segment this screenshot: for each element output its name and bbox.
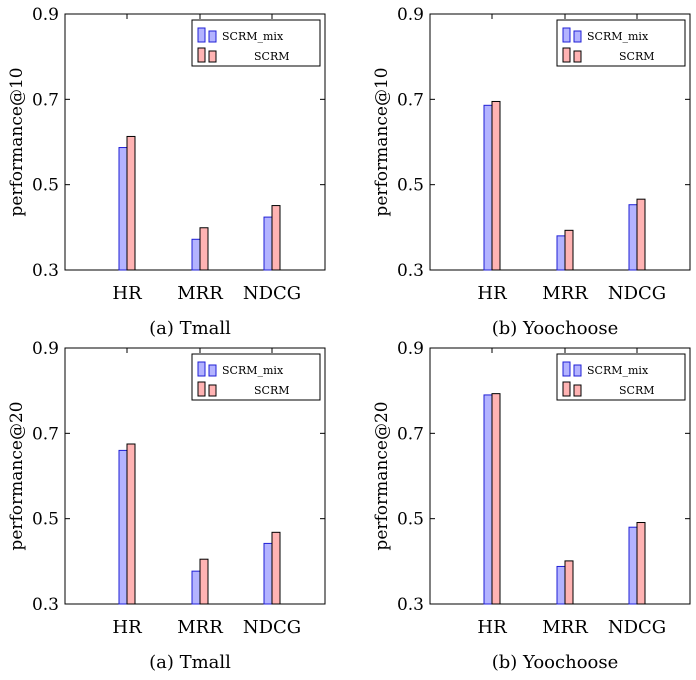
x-category-label: HR	[112, 283, 142, 304]
legend-swatch	[573, 364, 582, 377]
bar-scrm-mix	[263, 542, 273, 605]
legend-swatch	[197, 381, 206, 397]
bar-scrm	[126, 443, 136, 605]
legend-swatch	[197, 361, 206, 377]
y-tick-label: 0.7	[32, 90, 59, 110]
legend-swatch	[208, 364, 217, 377]
legend-label: SCRM	[619, 50, 655, 63]
y-tick-label: 0.7	[32, 424, 59, 444]
legend-label: SCRM_mix	[222, 30, 284, 43]
legend-swatch	[197, 27, 206, 43]
y-tick-label: 0.7	[397, 424, 424, 444]
bar-scrm-mix	[483, 104, 493, 271]
x-category-label: NDCG	[243, 283, 301, 304]
x-category-label: MRR	[542, 617, 588, 638]
y-axis-title: performance@20	[7, 401, 27, 550]
legend-swatch	[562, 381, 571, 397]
legend-swatch	[573, 384, 582, 397]
legend-swatch	[562, 361, 571, 377]
legend-swatch	[573, 50, 582, 63]
bar-scrm-mix	[118, 147, 128, 271]
bar-scrm	[491, 393, 501, 605]
chart-panel-3: 0.3 0.5 0.7 0.9 performance@20 HR MRR NDCG SCRM_…	[7, 339, 326, 673]
y-axis-title: performance@10	[372, 67, 392, 216]
x-category-label: HR	[112, 617, 142, 638]
chart-panel-2: 0.3 0.5 0.7 0.9 performance@10 HR MRR NDCG SCRM_…	[372, 5, 691, 339]
y-axis-title: performance@10	[7, 67, 27, 216]
bar-scrm-mix	[556, 565, 566, 605]
bar-scrm-mix	[263, 216, 273, 271]
y-tick-label: 0.7	[397, 90, 424, 110]
bar-scrm-mix	[191, 570, 201, 605]
y-tick-label: 0.5	[397, 510, 424, 530]
legend-swatch	[197, 47, 206, 63]
legend-label: SCRM_mix	[587, 30, 649, 43]
panel-caption: (b) Yoochoose	[492, 318, 619, 339]
bar-scrm	[564, 229, 574, 271]
legend-swatch	[208, 50, 217, 63]
bar-scrm	[199, 227, 209, 271]
x-category-label: NDCG	[608, 283, 666, 304]
bar-scrm-mix	[628, 526, 638, 605]
legend-label: SCRM	[254, 384, 290, 397]
bar-scrm-mix	[483, 394, 493, 605]
bar-scrm-mix	[191, 238, 201, 271]
bar-scrm	[636, 198, 646, 271]
chart-panel-1: 0.3 0.5 0.7 0.9 performance@10 HR MRR NDCG SCRM_…	[7, 5, 326, 339]
bar-scrm-mix	[118, 449, 128, 605]
bar-scrm	[271, 531, 281, 605]
y-tick-label: 0.5	[397, 176, 424, 196]
legend-label: SCRM	[254, 50, 290, 63]
panel-caption: (b) Yoochoose	[492, 652, 619, 673]
legend-label: SCRM	[619, 384, 655, 397]
x-category-label: MRR	[177, 617, 223, 638]
x-category-label: NDCG	[608, 617, 666, 638]
y-tick-label: 0.3	[32, 261, 59, 281]
panel-caption: (a) Tmall	[149, 652, 231, 673]
bar-scrm	[491, 100, 501, 271]
legend-swatch	[208, 384, 217, 397]
bar-scrm	[199, 558, 209, 605]
legend-swatch	[573, 30, 582, 43]
x-category-label: HR	[477, 617, 507, 638]
bar-scrm	[126, 135, 136, 271]
legend-swatch	[562, 47, 571, 63]
y-tick-label: 0.9	[32, 339, 59, 359]
x-category-label: NDCG	[243, 617, 301, 638]
y-tick-label: 0.9	[32, 5, 59, 25]
y-tick-label: 0.9	[397, 339, 424, 359]
y-tick-label: 0.3	[397, 595, 424, 615]
legend-label: SCRM_mix	[587, 364, 649, 377]
y-tick-label: 0.3	[397, 261, 424, 281]
legend-swatch	[562, 27, 571, 43]
bar-scrm	[271, 205, 281, 271]
legend-label: SCRM_mix	[222, 364, 284, 377]
bar-scrm-mix	[628, 204, 638, 271]
panel-caption: (a) Tmall	[149, 318, 231, 339]
x-category-label: HR	[477, 283, 507, 304]
y-tick-label: 0.9	[397, 5, 424, 25]
bar-scrm-mix	[556, 235, 566, 271]
chart-panel-4: 0.3 0.5 0.7 0.9 performance@20 HR MRR NDCG SCRM_…	[372, 339, 691, 673]
legend-swatch	[208, 30, 217, 43]
x-category-label: MRR	[177, 283, 223, 304]
y-tick-label: 0.5	[32, 510, 59, 530]
x-category-label: MRR	[542, 283, 588, 304]
bar-scrm	[564, 560, 574, 605]
y-axis-title: performance@20	[372, 401, 392, 550]
y-tick-label: 0.5	[32, 176, 59, 196]
bar-scrm	[636, 522, 646, 605]
y-tick-label: 0.3	[32, 595, 59, 615]
